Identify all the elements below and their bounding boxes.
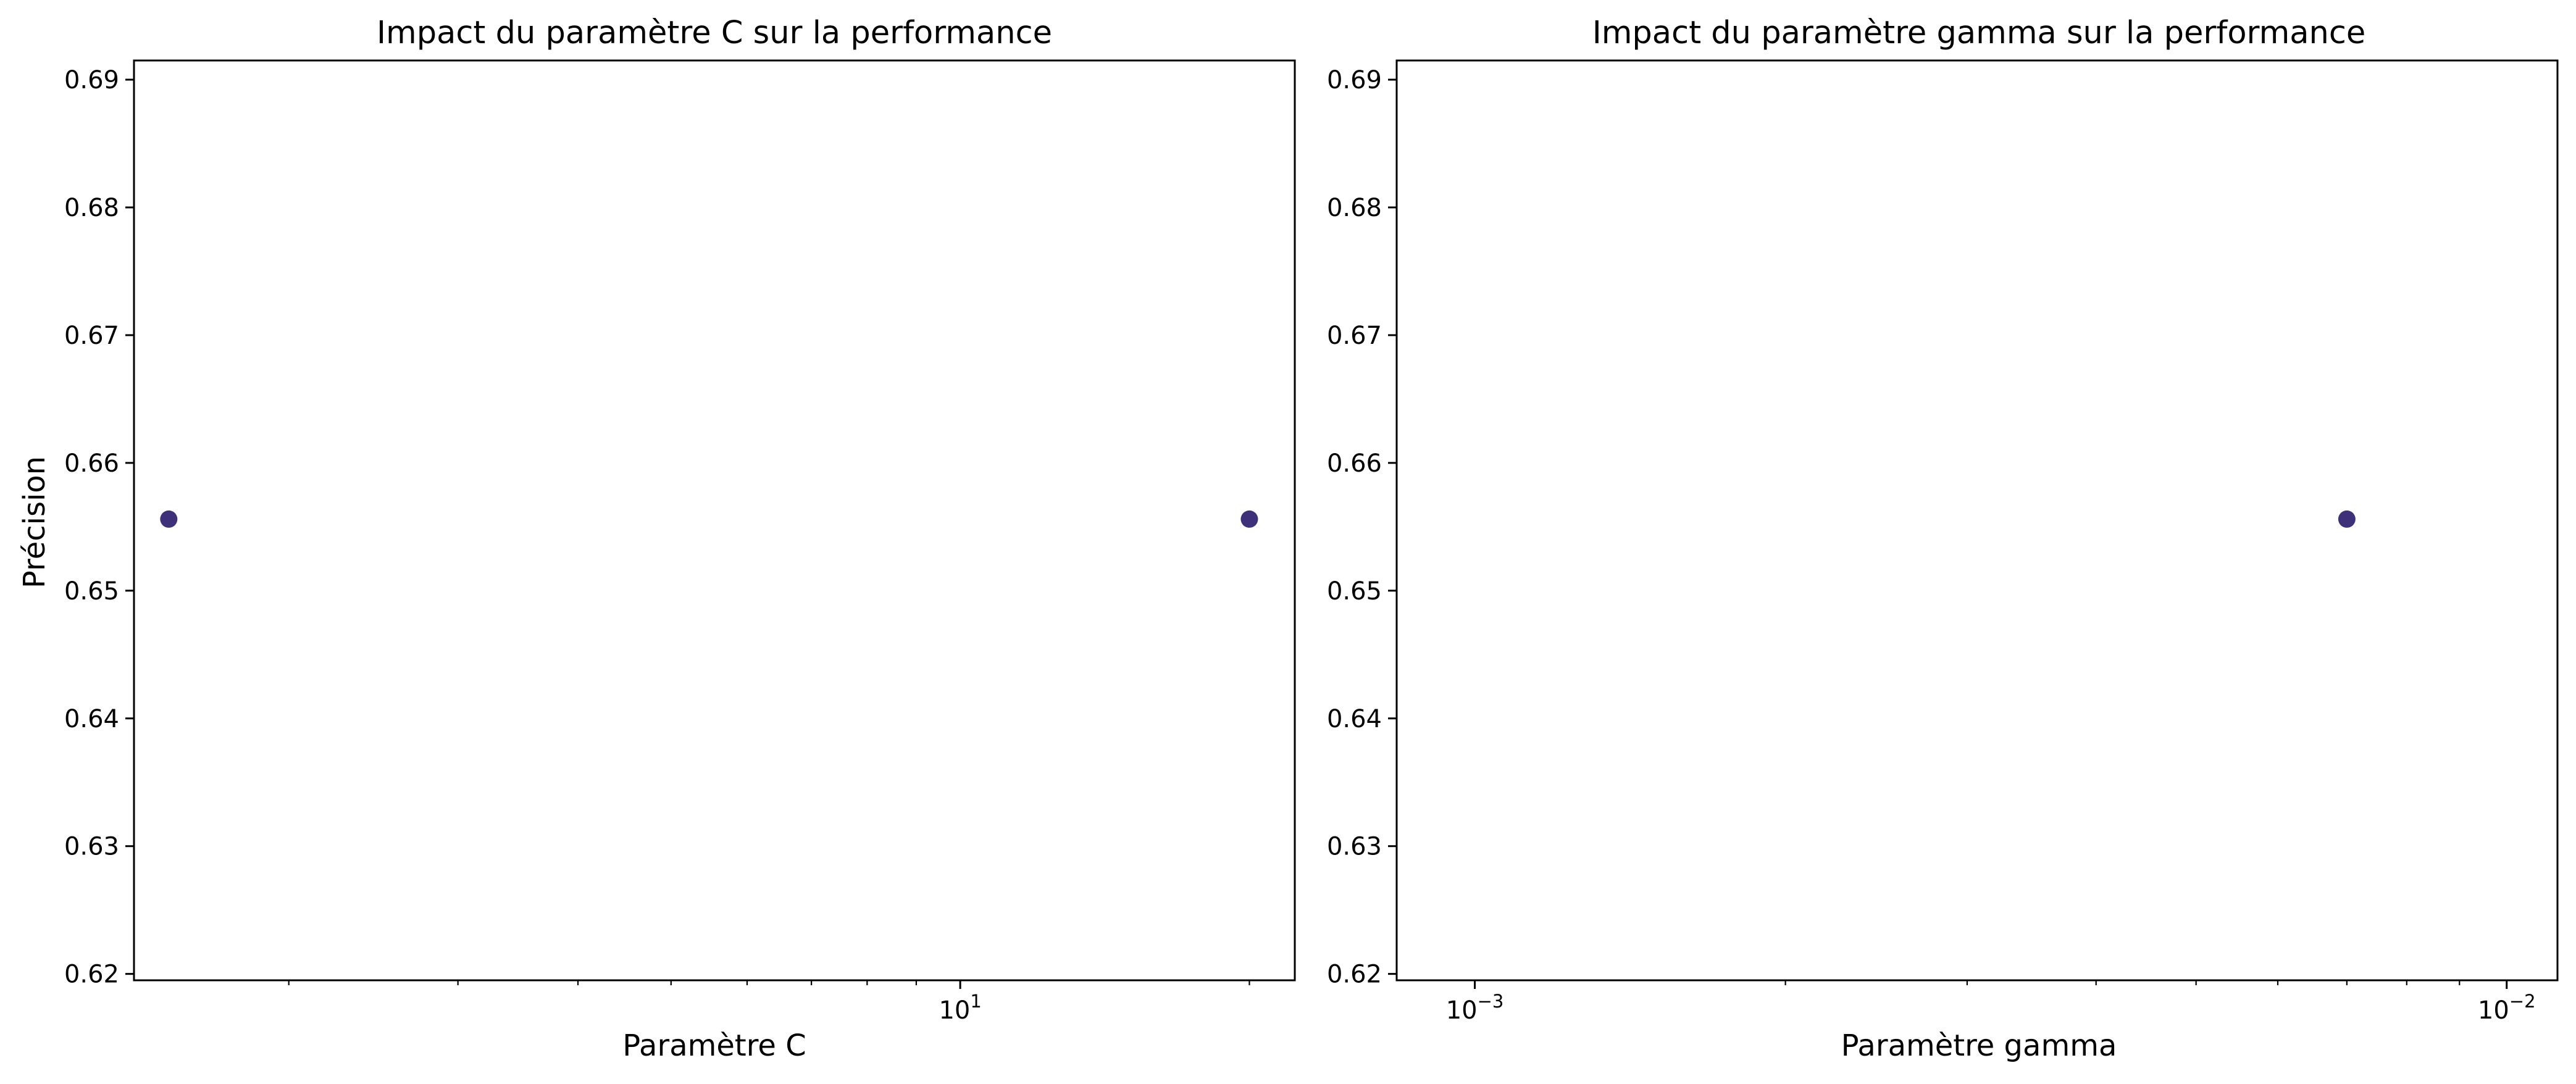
- y-tick-label: 0.66: [1327, 449, 1382, 478]
- scatter-point: [160, 510, 178, 528]
- y-tick-label: 0.63: [64, 833, 119, 861]
- y-tick-label: 0.67: [64, 322, 119, 350]
- x-tick-label: 10−2: [2478, 991, 2536, 1025]
- y-tick-label: 0.69: [64, 66, 119, 94]
- y-tick-label: 0.66: [64, 449, 119, 478]
- x-axis-label: Paramètre gamma: [1841, 1028, 2117, 1063]
- y-tick-label: 0.65: [64, 577, 119, 606]
- chart-panel-c: Impact du paramètre C sur la performance…: [17, 15, 1296, 1063]
- y-tick-label: 0.65: [1327, 577, 1382, 606]
- y-tick-label: 0.69: [1327, 66, 1382, 94]
- plot-frame: [133, 59, 1296, 982]
- points-group: [2338, 510, 2356, 528]
- chart-title: Impact du paramètre gamma sur la perform…: [1592, 15, 2366, 51]
- plot-frame: [1395, 59, 2559, 982]
- y-axis-label: Précision: [17, 456, 52, 588]
- points-group: [160, 510, 1258, 528]
- y-tick-label: 0.64: [64, 705, 119, 733]
- y-tick-label: 0.68: [64, 194, 119, 222]
- chart-title: Impact du paramètre C sur la performance: [377, 15, 1052, 51]
- scatter-point: [2338, 510, 2356, 528]
- y-tick-label: 0.62: [1327, 961, 1382, 989]
- y-tick-label: 0.64: [1327, 705, 1382, 733]
- y-tick-label: 0.63: [1327, 833, 1382, 861]
- y-tick-label: 0.68: [1327, 194, 1382, 222]
- y-tick-label: 0.67: [1327, 322, 1382, 350]
- chart-panel-gamma: Impact du paramètre gamma sur la perform…: [1327, 15, 2559, 1063]
- scatter-point: [1240, 510, 1258, 528]
- x-axis-label: Paramètre C: [622, 1028, 806, 1063]
- y-tick-label: 0.62: [64, 961, 119, 989]
